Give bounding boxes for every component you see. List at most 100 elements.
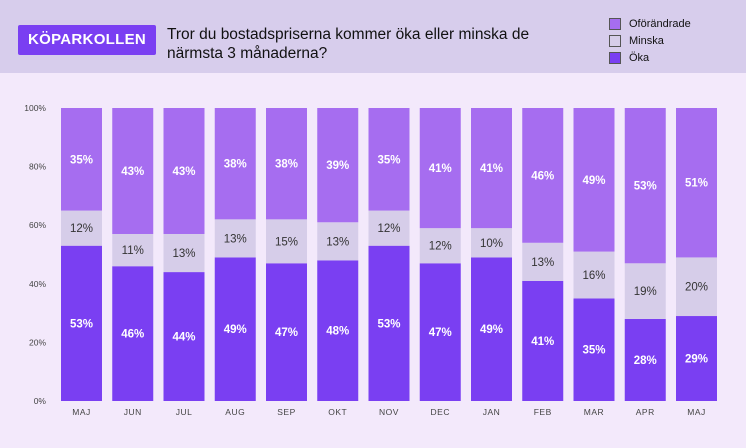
bar-segment-oförändrade xyxy=(112,108,154,234)
y-tick-label: 20% xyxy=(29,337,46,347)
bar-segment-öka xyxy=(163,272,205,401)
data-label: 43% xyxy=(121,166,144,178)
data-label: 35% xyxy=(582,345,605,357)
data-label: 46% xyxy=(121,329,144,341)
x-tick-label: JUN xyxy=(124,407,142,417)
data-label: 35% xyxy=(377,154,400,166)
bar-segment-minska xyxy=(471,228,512,258)
bar-segment-minska xyxy=(61,210,102,246)
y-tick-label: 100% xyxy=(24,103,46,113)
data-label: 12% xyxy=(70,223,93,235)
data-label: 35% xyxy=(70,154,93,166)
data-label: 13% xyxy=(326,236,349,248)
bar-segment-oförändrade xyxy=(266,108,307,220)
bar-segment-öka xyxy=(317,260,359,401)
x-tick-label: NOV xyxy=(379,407,399,417)
data-label: 53% xyxy=(70,318,93,330)
data-label: 20% xyxy=(685,282,708,294)
data-label: 41% xyxy=(480,163,503,175)
bar-segment-oförändrade xyxy=(471,108,512,229)
bar-segment-oförändrade xyxy=(573,108,615,252)
header-band: KÖPARKOLLEN Tror du bostadspriserna komm… xyxy=(0,0,746,73)
data-label: 11% xyxy=(122,245,144,257)
bar-segment-minska xyxy=(522,242,564,281)
x-tick-label: APR xyxy=(636,407,655,417)
bar-segment-öka xyxy=(573,298,615,401)
data-label: 12% xyxy=(377,223,400,235)
bar-segment-oförändrade xyxy=(624,108,666,264)
x-tick-label: DEC xyxy=(431,407,450,417)
x-tick-label: OKT xyxy=(328,407,347,417)
data-label: 39% xyxy=(326,160,349,172)
chart-title: Tror du bostadspriserna kommer öka eller… xyxy=(167,26,530,62)
data-label: 53% xyxy=(634,181,657,193)
bar-segment-öka xyxy=(214,257,256,401)
y-tick-label: 60% xyxy=(29,220,46,230)
x-tick-label: SEP xyxy=(277,407,296,417)
legend-label: Öka xyxy=(629,51,650,64)
x-tick-label: MAJ xyxy=(72,407,91,417)
bar-segment-öka xyxy=(676,316,717,401)
legend-swatch xyxy=(609,34,621,47)
legend-item-oforandrade: Oförändrade xyxy=(609,15,691,32)
x-tick-label: FEB xyxy=(534,407,552,417)
bar-segment-minska xyxy=(163,233,205,273)
x-tick-label: JUL xyxy=(176,407,193,417)
data-label: 51% xyxy=(685,178,708,190)
bar-segment-oförändrade xyxy=(61,108,102,211)
bar-segment-öka xyxy=(471,257,512,401)
data-label: 48% xyxy=(326,326,349,338)
bar-segment-minska xyxy=(266,219,307,264)
legend-swatch xyxy=(609,17,621,30)
bar-segment-oförändrade xyxy=(368,108,410,211)
bar-segment-minska xyxy=(214,219,256,258)
x-tick-label: MAJ xyxy=(687,407,706,417)
data-label: 49% xyxy=(224,324,247,336)
legend-item-minska: Minska xyxy=(609,32,691,49)
bar-segment-oförändrade xyxy=(317,108,359,223)
legend: Oförändrade Minska Öka xyxy=(609,15,691,66)
brand-badge: KÖPARKOLLEN xyxy=(18,25,157,55)
bar-segment-minska xyxy=(419,228,461,264)
data-label: 41% xyxy=(429,163,452,175)
bar-segment-minska xyxy=(317,222,359,261)
bar-segment-oförändrade xyxy=(419,108,461,229)
legend-item-oka: Öka xyxy=(609,49,691,66)
y-tick-label: 80% xyxy=(29,162,46,172)
data-label: 29% xyxy=(685,354,708,366)
data-label: 12% xyxy=(429,241,452,253)
bar-segment-minska xyxy=(112,233,154,267)
data-label: 47% xyxy=(275,327,298,339)
legend-swatch xyxy=(609,51,621,64)
bar-segment-oförändrade xyxy=(522,108,564,243)
bar-segment-öka xyxy=(624,318,666,401)
data-label: 53% xyxy=(377,318,400,330)
bar-segment-minska xyxy=(624,263,666,319)
data-label: 28% xyxy=(634,355,657,367)
x-tick-label: MAR xyxy=(584,407,604,417)
data-label: 41% xyxy=(531,336,554,348)
data-label: 10% xyxy=(480,238,503,250)
bar-segment-öka xyxy=(112,266,154,401)
data-label: 46% xyxy=(531,170,554,182)
legend-label: Minska xyxy=(629,34,664,47)
bar-segment-oförändrade xyxy=(676,108,717,258)
data-label: 47% xyxy=(429,327,452,339)
bar-segment-öka xyxy=(61,245,102,401)
data-label: 43% xyxy=(172,166,195,178)
data-label: 15% xyxy=(275,236,298,248)
data-label: 13% xyxy=(531,257,554,269)
data-label: 38% xyxy=(224,159,247,171)
data-label: 38% xyxy=(275,159,298,171)
bar-segment-oförändrade xyxy=(163,108,205,234)
bar-segment-minska xyxy=(368,210,410,246)
y-tick-label: 40% xyxy=(29,279,46,289)
bar-segment-minska xyxy=(573,251,615,299)
bar-segment-öka xyxy=(522,280,564,401)
data-label: 49% xyxy=(480,324,503,336)
data-label: 49% xyxy=(582,175,605,187)
x-tick-label: JAN xyxy=(483,407,501,417)
data-label: 16% xyxy=(582,270,605,282)
legend-label: Oförändrade xyxy=(629,17,691,30)
